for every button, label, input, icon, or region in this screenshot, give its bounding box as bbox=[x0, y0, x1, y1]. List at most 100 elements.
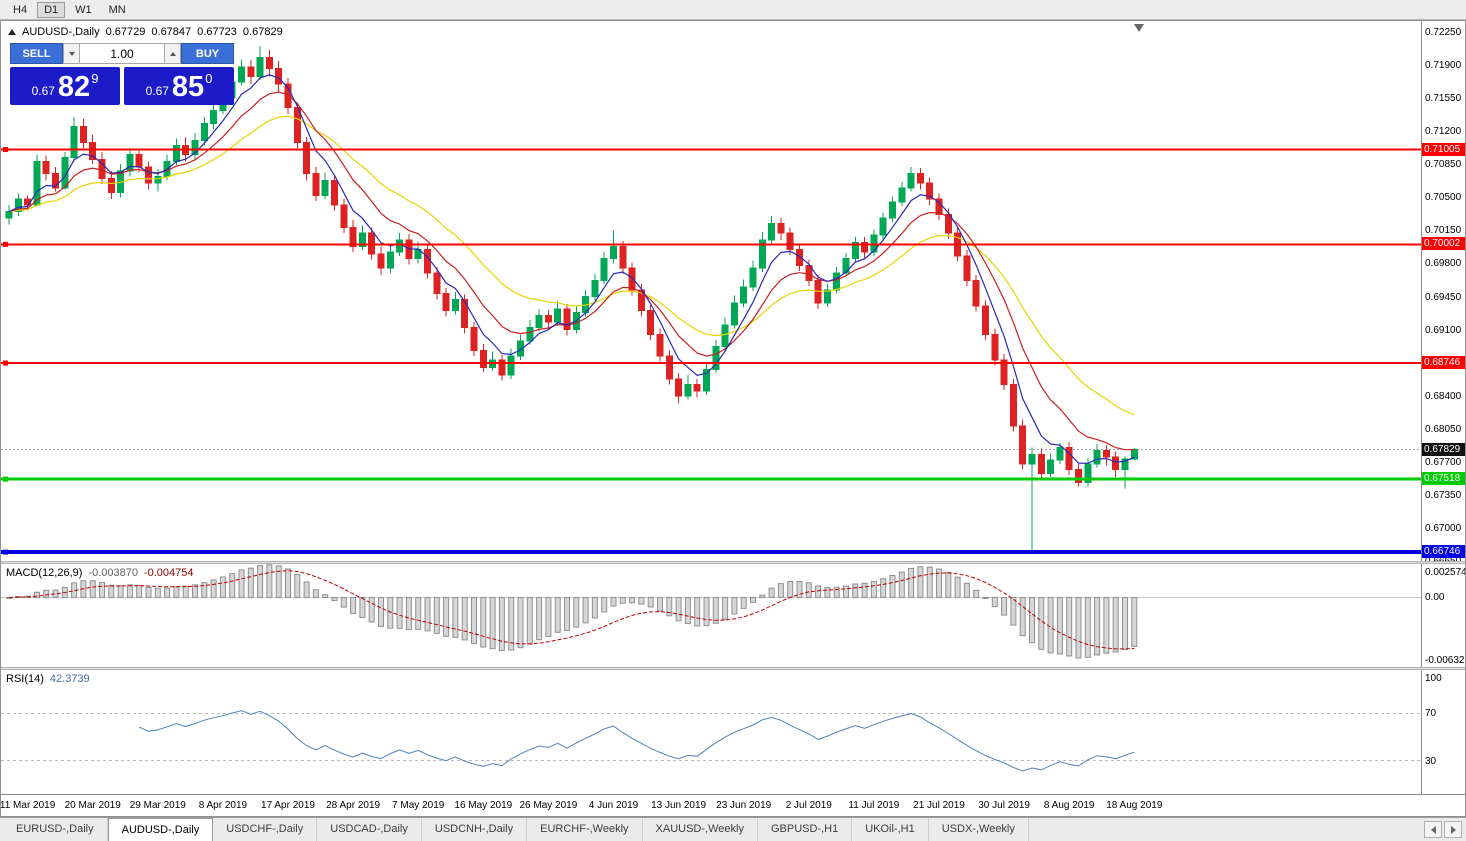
sell-price-display[interactable]: 0.67 82 9 bbox=[10, 67, 120, 105]
chart-symbol-period: AUDUSD-,Daily bbox=[22, 26, 100, 38]
ohlc-close: 0.67829 bbox=[242, 26, 283, 38]
macd-name: MACD(12,26,9) bbox=[6, 567, 83, 579]
date-label: 28 Apr 2019 bbox=[326, 800, 381, 811]
date-label: 18 Aug 2019 bbox=[1106, 800, 1163, 811]
chevron-up-icon bbox=[169, 51, 176, 56]
timeframe-mn-button[interactable]: MN bbox=[102, 2, 133, 18]
rsi-name: RSI(14) bbox=[6, 673, 44, 685]
date-label: 13 Jun 2019 bbox=[651, 800, 707, 811]
chevron-down-icon bbox=[68, 51, 75, 56]
lot-decrease-button[interactable] bbox=[63, 43, 80, 64]
date-label: 20 Mar 2019 bbox=[64, 800, 121, 811]
macd-signal-value: -0.004754 bbox=[143, 567, 194, 579]
macd-chart-canvas[interactable] bbox=[1, 564, 1421, 667]
price-tick: 0.68050 bbox=[1425, 423, 1462, 435]
timeframe-w1-button[interactable]: W1 bbox=[68, 2, 99, 18]
tab-ukoil-h1[interactable]: UKOil-,H1 bbox=[852, 818, 929, 841]
price-tick: 0.67000 bbox=[1425, 523, 1462, 535]
price-tick: 0.71550 bbox=[1425, 93, 1462, 105]
price-badge: 0.71005 bbox=[1422, 142, 1465, 156]
tab-audusd-daily[interactable]: AUDUSD-,Daily bbox=[107, 818, 214, 841]
buy-price-pipette: 0 bbox=[205, 71, 213, 86]
tab-gbpusd-h1[interactable]: GBPUSD-,H1 bbox=[758, 818, 853, 841]
price-tick: 0.70850 bbox=[1425, 159, 1462, 171]
price-badge: 0.67829 bbox=[1422, 442, 1465, 456]
price-tick: 0.00 bbox=[1425, 592, 1445, 604]
buy-price-display[interactable]: 0.67 85 0 bbox=[124, 67, 234, 105]
price-badge: 0.66746 bbox=[1422, 545, 1465, 559]
chevron-right-icon bbox=[1450, 825, 1456, 834]
date-label: 17 Apr 2019 bbox=[261, 800, 315, 811]
sell-price-big-digits: 82 bbox=[57, 71, 91, 103]
tab-xauusd-weekly[interactable]: XAUUSD-,Weekly bbox=[643, 818, 758, 841]
date-label: 8 Apr 2019 bbox=[198, 800, 248, 811]
timeframe-toolbar: H4 D1 W1 MN bbox=[0, 0, 1466, 20]
price-direction-up-icon bbox=[8, 29, 16, 35]
rsi-value: 42.3739 bbox=[49, 673, 90, 685]
price-tick: 0.71200 bbox=[1425, 126, 1462, 138]
panel-splitter[interactable] bbox=[1, 667, 1465, 670]
tab-usdchf-daily[interactable]: USDCHF-,Daily bbox=[213, 818, 318, 841]
one-click-trading-panel: SELL BUY 0.67 82 9 0.67 85 0 bbox=[10, 43, 234, 105]
date-label: 16 May 2019 bbox=[454, 800, 513, 811]
buy-price-prefix: 0.67 bbox=[145, 84, 169, 98]
tab-scroll-controls bbox=[1424, 818, 1466, 841]
chart-workspace: AUDUSD-,Daily 0.67729 0.67847 0.67723 0.… bbox=[0, 20, 1466, 817]
tab-eurchf-weekly[interactable]: EURCHF-,Weekly bbox=[527, 818, 643, 841]
date-label: 7 May 2019 bbox=[392, 800, 445, 811]
date-label: 11 Mar 2019 bbox=[0, 800, 56, 811]
price-tick: 0.72250 bbox=[1425, 26, 1462, 38]
price-tick: 0.69450 bbox=[1425, 291, 1462, 303]
tab-usdx-weekly[interactable]: USDX-,Weekly bbox=[929, 818, 1029, 841]
price-tick: 0.71900 bbox=[1425, 59, 1462, 71]
price-tick: 0.69800 bbox=[1425, 258, 1462, 270]
price-tick: 30 bbox=[1425, 755, 1437, 767]
price-chart-canvas[interactable] bbox=[1, 21, 1421, 561]
macd-label: MACD(12,26,9) -0.003870 -0.004754 bbox=[6, 567, 194, 579]
sell-price-pipette: 9 bbox=[91, 71, 99, 86]
timeframe-h4-button[interactable]: H4 bbox=[6, 2, 34, 18]
tab-eurusd-daily[interactable]: EURUSD-,Daily bbox=[3, 818, 108, 841]
tabs-scroll-right-button[interactable] bbox=[1444, 821, 1462, 838]
sell-button[interactable]: SELL bbox=[10, 43, 63, 64]
rsi-panel: RSI(14) 42.3739 bbox=[1, 670, 1421, 793]
price-tick: 0.002574 bbox=[1425, 567, 1466, 578]
panel-splitter[interactable] bbox=[1, 561, 1465, 564]
date-label: 23 Jun 2019 bbox=[716, 800, 772, 811]
date-label: 29 Mar 2019 bbox=[129, 800, 186, 811]
date-label: 11 Jul 2019 bbox=[848, 800, 900, 811]
chevron-left-icon bbox=[1430, 825, 1436, 834]
date-label: 2 Jul 2019 bbox=[785, 800, 832, 811]
price-chart-panel: AUDUSD-,Daily 0.67729 0.67847 0.67723 0.… bbox=[1, 21, 1421, 561]
timeframe-d1-button[interactable]: D1 bbox=[37, 1, 66, 18]
price-axis[interactable]: 0.72250 0.71900 0.71550 0.71200 0.70850 0.705… bbox=[1421, 21, 1466, 794]
ohlc-high: 0.67847 bbox=[151, 26, 192, 38]
chart-header: AUDUSD-,Daily 0.67729 0.67847 0.67723 0.… bbox=[8, 26, 283, 38]
tab-usdcad-daily[interactable]: USDCAD-,Daily bbox=[317, 818, 422, 841]
price-tick: 0.68400 bbox=[1425, 390, 1462, 402]
date-label: 4 Jun 2019 bbox=[588, 800, 639, 811]
ohlc-low: 0.67723 bbox=[197, 26, 237, 38]
ohlc-open: 0.67729 bbox=[105, 26, 146, 38]
buy-button[interactable]: BUY bbox=[181, 43, 234, 64]
rsi-chart-canvas[interactable] bbox=[1, 670, 1421, 793]
price-tick: 0.70150 bbox=[1425, 225, 1462, 237]
date-label: 26 May 2019 bbox=[519, 800, 578, 811]
macd-panel: MACD(12,26,9) -0.003870 -0.004754 bbox=[1, 564, 1421, 667]
price-tick: -0.006326 bbox=[1425, 655, 1466, 666]
rsi-label: RSI(14) 42.3739 bbox=[6, 673, 90, 685]
lot-size-input[interactable] bbox=[80, 43, 164, 64]
time-axis[interactable]: 11 Mar 2019 20 Mar 2019 29 Mar 2019 8 Apr 2… bbox=[0, 794, 1465, 816]
chart-tabs-bar: EURUSD-,Daily AUDUSD-,Daily USDCHF-,Dail… bbox=[0, 817, 1466, 841]
price-tick: 0.67700 bbox=[1425, 456, 1462, 468]
lot-increase-button[interactable] bbox=[164, 43, 181, 64]
tabs-scroll-left-button[interactable] bbox=[1424, 821, 1442, 838]
macd-main-value: -0.003870 bbox=[88, 567, 138, 579]
buy-price-big-digits: 85 bbox=[171, 71, 205, 103]
price-tick: 100 bbox=[1425, 673, 1442, 684]
tab-usdcnh-daily[interactable]: USDCNH-,Daily bbox=[422, 818, 528, 841]
price-tick: 0.67350 bbox=[1425, 490, 1462, 501]
date-label: 21 Jul 2019 bbox=[913, 800, 965, 811]
price-tick: 0.69100 bbox=[1425, 324, 1462, 336]
sell-price-prefix: 0.67 bbox=[31, 84, 55, 98]
